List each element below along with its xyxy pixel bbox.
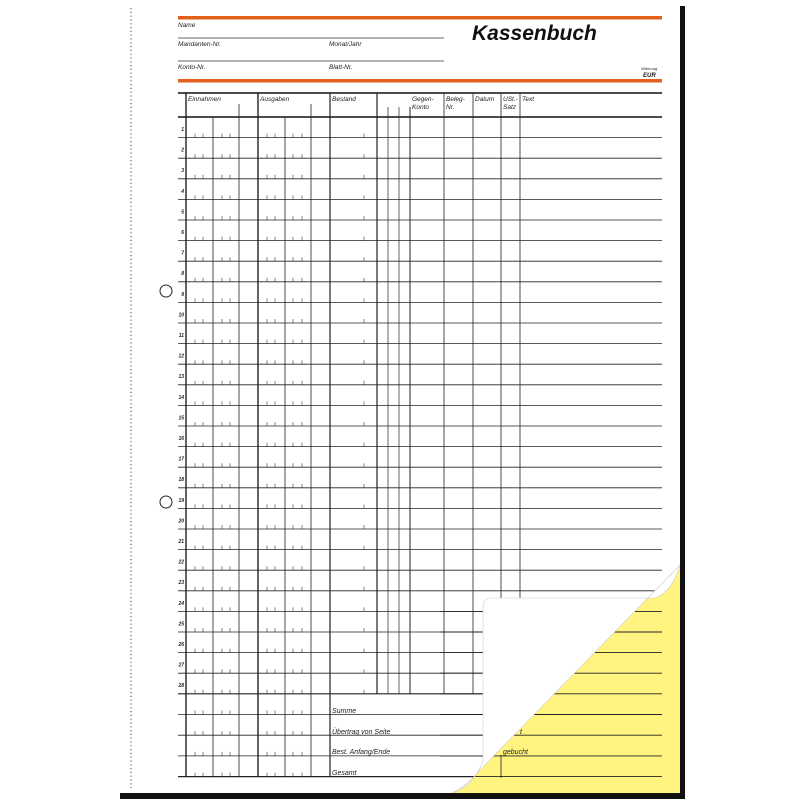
row-number: 7 (181, 251, 184, 257)
row-number: 27 (177, 663, 184, 669)
field-name: Name (178, 22, 196, 29)
row-numbers: 1234567891011121314151617181920212223242… (177, 127, 184, 689)
row-number: 3 (181, 168, 184, 174)
copy-sheet-yellow (452, 565, 680, 793)
row-number: 6 (181, 230, 184, 236)
row-number: 12 (178, 354, 184, 360)
row-number: 24 (177, 601, 184, 607)
row-number: 22 (177, 560, 184, 566)
punch-hole-bottom (159, 495, 173, 509)
footer-bestand: Best. Anfang/Ende (332, 749, 390, 756)
footer-summe: Summe (332, 708, 356, 715)
row-number: 10 (178, 312, 184, 318)
ledger-grid (178, 92, 662, 778)
accent-bar-top (178, 16, 662, 20)
row-number: 11 (179, 333, 184, 339)
copy-sheet-gebucht: gebucht (503, 749, 529, 756)
col-text: Text (522, 96, 535, 103)
row-number: 13 (178, 374, 184, 380)
row-number: 2 (180, 148, 184, 154)
row-number: 16 (178, 436, 184, 442)
col-bestand: Bestand (332, 96, 356, 103)
row-number: 18 (178, 477, 184, 483)
row-number: 5 (181, 209, 184, 215)
col-datum: Datum (475, 96, 495, 103)
field-mandanten-nr: Mandanten-Nr. (178, 41, 221, 48)
row-number: 25 (177, 621, 184, 627)
col-ausgaben: Ausgaben (259, 96, 290, 103)
row-number: 23 (177, 580, 184, 586)
col-gegenkonto-2: Konto (412, 104, 429, 111)
footer-gesamt: Gesamt (332, 770, 358, 777)
row-number: 21 (177, 539, 184, 545)
row-number: 28 (177, 683, 184, 689)
col-ust-2: Satz (503, 104, 517, 111)
accent-bar-bottom (178, 79, 662, 83)
field-monat-jahr: Monat/Jahr (329, 41, 362, 48)
row-number: 4 (180, 189, 184, 195)
row-number: 20 (177, 518, 184, 524)
row-number: 8 (181, 271, 184, 277)
row-number: 9 (181, 292, 184, 298)
col-einnahmen: Einnahmen (188, 96, 221, 103)
footer-uebertrag: Übertrag von Seite (332, 728, 390, 736)
punch-hole-top (159, 284, 173, 298)
field-konto-nr: Konto-Nr. (178, 64, 206, 71)
col-beleg: Beleg- (446, 96, 466, 103)
form-title: Kassenbuch (472, 22, 597, 45)
copy-sheet-label: t (520, 729, 523, 736)
col-beleg-2: Nr. (446, 104, 455, 111)
row-number: 15 (178, 415, 184, 421)
row-number: 1 (181, 127, 184, 133)
currency-caption: Währung (641, 66, 658, 71)
currency: EUR (643, 73, 656, 79)
field-blatt-nr: Blatt-Nr. (329, 64, 353, 71)
row-number: 19 (178, 498, 184, 504)
row-number: 26 (177, 642, 184, 648)
col-gegenkonto: Gegen- (412, 96, 435, 103)
page-curl-flap (451, 564, 681, 794)
col-ust: USt.- (503, 96, 519, 103)
row-number: 17 (178, 457, 184, 463)
row-number: 14 (178, 395, 184, 401)
